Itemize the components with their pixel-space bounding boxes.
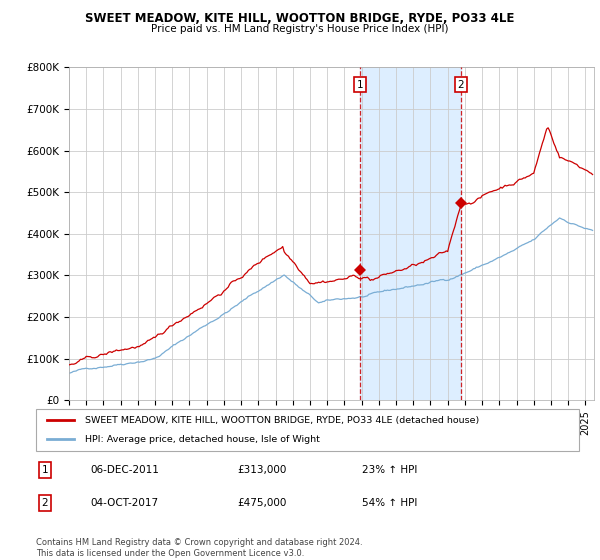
Text: 23% ↑ HPI: 23% ↑ HPI (362, 465, 417, 475)
Text: HPI: Average price, detached house, Isle of Wight: HPI: Average price, detached house, Isle… (85, 435, 320, 444)
Text: 2: 2 (457, 80, 464, 90)
Text: £475,000: £475,000 (237, 498, 286, 507)
Text: 06-DEC-2011: 06-DEC-2011 (91, 465, 159, 475)
Text: Contains HM Land Registry data © Crown copyright and database right 2024.
This d: Contains HM Land Registry data © Crown c… (36, 538, 362, 558)
Text: SWEET MEADOW, KITE HILL, WOOTTON BRIDGE, RYDE, PO33 4LE (detached house): SWEET MEADOW, KITE HILL, WOOTTON BRIDGE,… (85, 416, 479, 424)
Text: £313,000: £313,000 (237, 465, 286, 475)
Text: 2: 2 (41, 498, 48, 507)
Bar (360, 67, 461, 400)
Text: 54% ↑ HPI: 54% ↑ HPI (362, 498, 417, 507)
Text: SWEET MEADOW, KITE HILL, WOOTTON BRIDGE, RYDE, PO33 4LE: SWEET MEADOW, KITE HILL, WOOTTON BRIDGE,… (85, 12, 515, 25)
Text: 1: 1 (357, 80, 364, 90)
Text: 04-OCT-2017: 04-OCT-2017 (91, 498, 158, 507)
Text: 1: 1 (41, 465, 48, 475)
Text: Price paid vs. HM Land Registry's House Price Index (HPI): Price paid vs. HM Land Registry's House … (151, 24, 449, 34)
